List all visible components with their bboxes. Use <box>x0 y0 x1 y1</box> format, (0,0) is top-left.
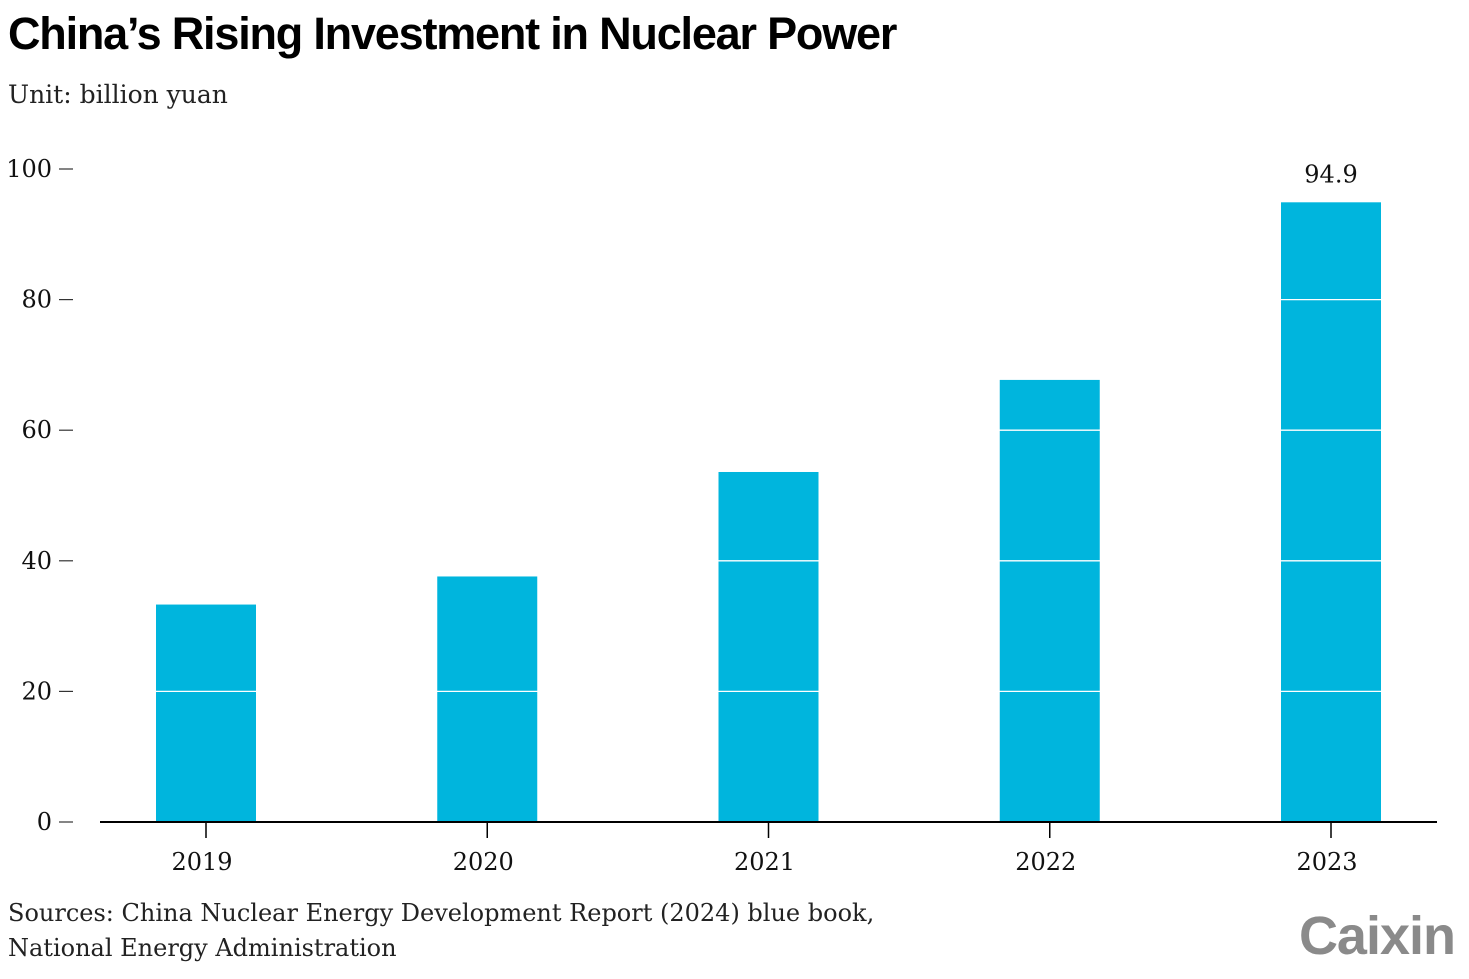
x-tick-label-2022: 2022 <box>1015 848 1076 876</box>
x-tick-label-2023: 2023 <box>1296 848 1357 876</box>
source-line-2: National Energy Administration <box>8 934 397 962</box>
bar-2019 <box>156 604 256 822</box>
data-labels-group: 94.9 <box>1304 160 1357 188</box>
caixin-logo: Caixin <box>1298 906 1456 966</box>
y-tick-label-80: 80 <box>21 286 52 314</box>
x-tick-label-2019: 2019 <box>171 848 232 876</box>
x-tick-label-2021: 2021 <box>734 848 795 876</box>
x-axis: 2019 2020 2021 2022 2023 <box>100 821 1437 876</box>
y-axis: 0 20 40 60 80 100 <box>6 155 73 836</box>
y-tick-label-20: 20 <box>21 677 52 705</box>
y-tick-label-40: 40 <box>21 547 52 575</box>
bar-2023 <box>1281 202 1381 823</box>
y-tick-label-0: 0 <box>37 808 52 836</box>
gridlines-group <box>100 168 1437 693</box>
data-label-2023: 94.9 <box>1304 160 1357 188</box>
bars-group <box>156 202 1381 823</box>
source-note: Sources: China Nuclear Energy Developmen… <box>8 896 874 966</box>
bar-2020 <box>437 576 538 822</box>
y-tick-label-100: 100 <box>6 155 52 183</box>
y-tick-label-60: 60 <box>21 416 52 444</box>
x-tick-label-2020: 2020 <box>453 848 514 876</box>
source-line-1: Sources: China Nuclear Energy Developmen… <box>8 899 875 927</box>
bar-2021 <box>718 471 819 822</box>
chart-title: China’s Rising Investment in Nuclear Pow… <box>8 8 897 59</box>
chart-subtitle: Unit: billion yuan <box>8 80 228 109</box>
bar-2022 <box>999 379 1100 822</box>
